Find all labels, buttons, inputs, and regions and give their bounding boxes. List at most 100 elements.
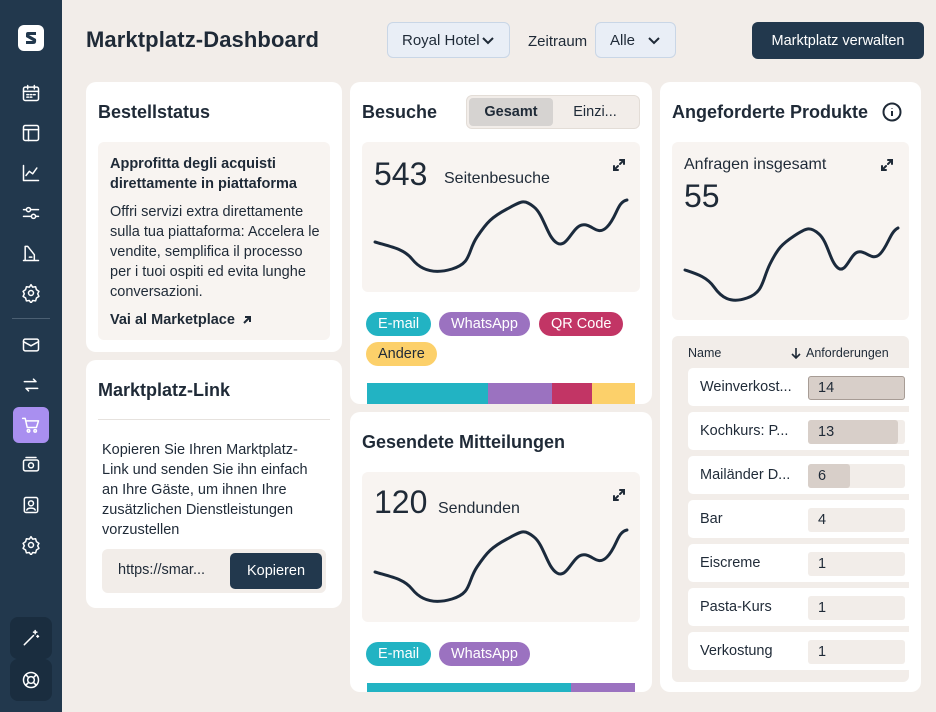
- row-name: Pasta-Kurs: [700, 599, 772, 615]
- sidebar-divider: [12, 318, 50, 319]
- mitteilungen-card: Gesendete Mitteilungen 120 Sendunden E-m…: [350, 412, 652, 692]
- calendar-icon[interactable]: [13, 75, 49, 111]
- row-value: 1: [818, 556, 827, 572]
- zeitraum-label: Zeitraum: [528, 33, 588, 50]
- anfragen-count: 55: [684, 178, 720, 214]
- sidebar: [0, 0, 62, 712]
- marketplace-link-label: Vai al Marketplace: [110, 312, 235, 328]
- tag-whatsapp: WhatsApp: [439, 312, 530, 336]
- bar-segment: [592, 383, 635, 404]
- promo-title: Approfitta degli acquisti direttamente i…: [110, 156, 297, 192]
- settings-icon[interactable]: [13, 527, 49, 563]
- table-row[interactable]: Verkostung 1: [688, 632, 918, 670]
- info-icon[interactable]: [882, 102, 902, 122]
- mail-icon[interactable]: [13, 327, 49, 363]
- url-text[interactable]: https://smar...: [118, 562, 206, 578]
- table-row[interactable]: Mailänder D... 6: [688, 456, 918, 494]
- mitteilungen-share-bar: [367, 683, 635, 692]
- tag-email: E-mail: [366, 312, 432, 336]
- row-name: Kochkurs: P...: [700, 423, 789, 439]
- building-icon[interactable]: [13, 235, 49, 271]
- besuche-stat-box: 543 Seitenbesuche: [362, 142, 640, 292]
- table-row[interactable]: Pasta-Kurs 1: [688, 588, 918, 626]
- zeitraum-select[interactable]: Alle: [595, 22, 676, 58]
- produkte-title: Angeforderte Produkte: [672, 102, 869, 122]
- promo-body: Offri servizi extra direttamente sulla t…: [110, 204, 320, 300]
- contact-icon[interactable]: [13, 487, 49, 523]
- row-value: 1: [818, 600, 827, 616]
- logo-icon[interactable]: [18, 25, 44, 51]
- lifebuoy-icon[interactable]: [10, 659, 52, 701]
- anfragen-label: Anfragen insgesamt: [684, 156, 827, 173]
- row-name: Verkostung: [700, 643, 773, 659]
- besuche-card: Besuche Gesamt Einzi... 543 Seitenbesuch…: [350, 82, 652, 404]
- manage-marketplace-button[interactable]: Marktplatz verwalten: [752, 22, 924, 59]
- gear-icon[interactable]: [13, 275, 49, 311]
- money-icon[interactable]: [13, 447, 49, 483]
- row-bar: 1: [808, 596, 905, 620]
- chart-line-icon[interactable]: [13, 155, 49, 191]
- expand-icon[interactable]: [612, 158, 626, 172]
- row-value: 14: [818, 380, 835, 396]
- marktplatz-link-card: Marktplatz-Link Kopieren Sie Ihren Markt…: [86, 360, 342, 608]
- besuche-sparkline: [373, 198, 629, 273]
- produkte-card: Angeforderte Produkte Anfragen insgesamt…: [660, 82, 921, 692]
- tag-whatsapp: WhatsApp: [439, 642, 530, 666]
- produkte-sparkline: [683, 226, 900, 302]
- mitteilungen-count: 120: [374, 484, 428, 520]
- arrow-up-right-icon: [243, 316, 251, 324]
- produkte-table: Name Anforderungen Weinverkost... 14 Kochk…: [672, 336, 918, 682]
- row-value: 13: [818, 424, 835, 440]
- tag-email: E-mail: [366, 642, 432, 666]
- chevron-down-icon: [648, 37, 660, 45]
- table-row[interactable]: Eiscreme 1: [688, 544, 918, 582]
- tab-einzeln[interactable]: Einzi...: [573, 104, 617, 120]
- chevron-down-icon: [482, 37, 494, 45]
- row-value: 1: [818, 644, 827, 660]
- tag-andere: Andere: [366, 342, 437, 366]
- besuche-toggle: Gesamt Einzi...: [466, 95, 640, 129]
- besuche-count: 543: [374, 156, 428, 192]
- table-row[interactable]: Kochkurs: P... 13: [688, 412, 918, 450]
- row-name: Bar: [700, 511, 723, 527]
- copy-button[interactable]: Kopieren: [230, 553, 322, 589]
- col-name[interactable]: Name: [688, 346, 722, 360]
- sliders-icon[interactable]: [13, 195, 49, 231]
- tab-gesamt[interactable]: Gesamt: [469, 98, 553, 126]
- col-anforderungen[interactable]: Anforderungen: [790, 346, 889, 360]
- besuche-share-bar: [367, 383, 635, 404]
- row-bar: 4: [808, 508, 905, 532]
- table-row[interactable]: Bar 4: [688, 500, 918, 538]
- bar-segment: [367, 683, 571, 692]
- row-bar: 6: [808, 464, 905, 488]
- expand-icon[interactable]: [612, 488, 626, 502]
- mitteilungen-sparkline: [373, 528, 629, 603]
- swap-icon[interactable]: [13, 367, 49, 403]
- row-bar-fill: [808, 420, 899, 444]
- produkte-stat-box: Anfragen insgesamt 55: [672, 142, 909, 320]
- row-name: Weinverkost...: [700, 379, 792, 395]
- url-box: https://smar... Kopieren: [102, 549, 326, 593]
- mitteilungen-title: Gesendete Mitteilungen: [362, 432, 566, 452]
- hotel-select[interactable]: Royal Hotel: [387, 22, 510, 58]
- row-value: 6: [818, 468, 827, 484]
- marketplace-link[interactable]: Vai al Marketplace: [110, 312, 253, 328]
- bestellstatus-card: Bestellstatus Approfitta degli acquisti …: [86, 82, 342, 352]
- expand-icon[interactable]: [880, 158, 894, 172]
- row-bar: 13: [808, 420, 905, 444]
- wand-icon[interactable]: [10, 617, 52, 659]
- bar-segment: [367, 383, 488, 404]
- table-row[interactable]: Weinverkost... 14: [688, 368, 918, 406]
- row-bar: 1: [808, 640, 905, 664]
- cart-icon[interactable]: [13, 407, 49, 443]
- marktplatz-link-text: Kopieren Sie Ihren Marktplatz-Link und s…: [102, 442, 308, 538]
- layout-icon[interactable]: [13, 115, 49, 151]
- marktplatz-link-title: Marktplatz-Link: [98, 380, 231, 400]
- promo-box: Approfitta degli acquisti direttamente i…: [98, 142, 330, 340]
- bar-segment: [551, 383, 593, 404]
- bar-segment: [487, 383, 552, 404]
- row-bar-fill: [808, 464, 850, 488]
- tag-qrcode: QR Code: [539, 312, 624, 336]
- divider: [98, 419, 330, 420]
- page-title: Marktplatz-Dashboard: [86, 27, 320, 52]
